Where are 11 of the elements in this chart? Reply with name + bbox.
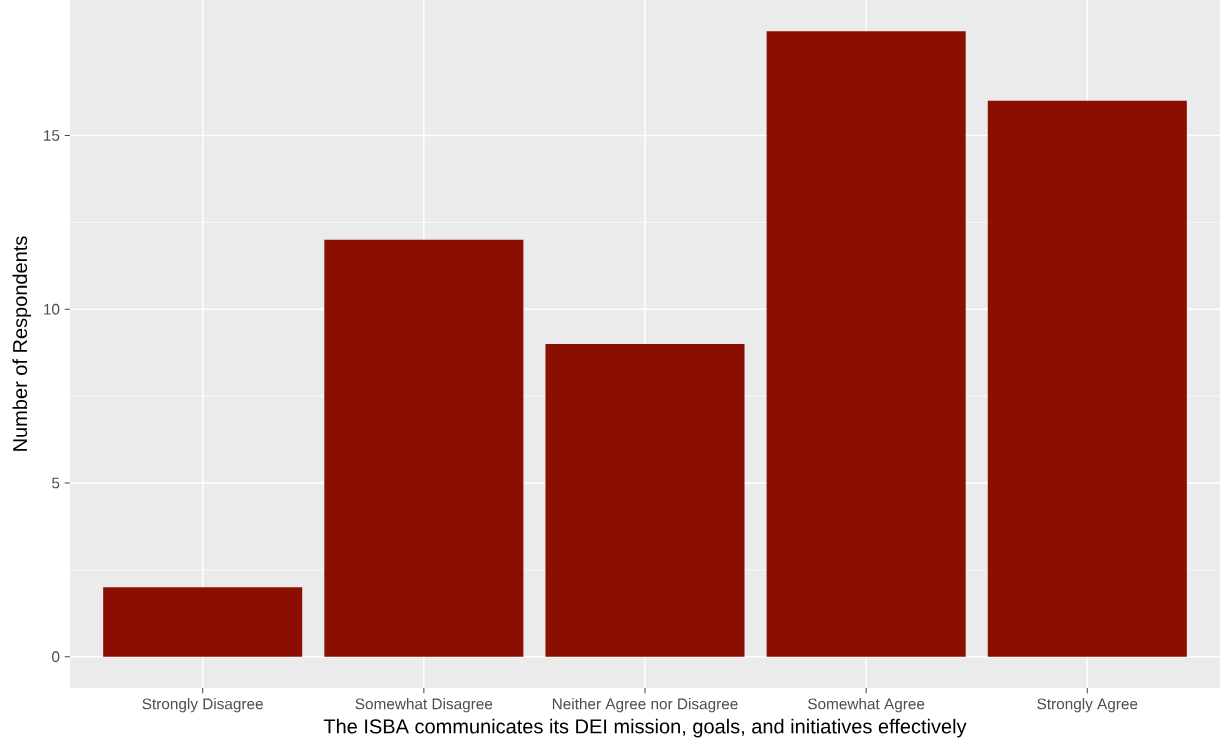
x-tick-label: Strongly Agree [1037, 698, 1138, 713]
x-tick-label: Somewhat Agree [808, 698, 925, 713]
x-tick-label: Strongly Disagree [142, 698, 263, 713]
x-tick-label: Neither Agree nor Disagree [552, 698, 738, 713]
y-tick-label: 0 [52, 651, 60, 663]
x-axis-title: The ISBA communicates its DEI mission, goals, and initiatives effectively [323, 718, 967, 738]
y-axis-title: Number of Respondents [12, 236, 32, 451]
x-tick-label: Somewhat Disagree [355, 698, 493, 713]
y-tick-label: 10 [44, 303, 60, 315]
y-tick-label: 5 [52, 477, 60, 489]
y-tick-label: 15 [44, 130, 60, 141]
